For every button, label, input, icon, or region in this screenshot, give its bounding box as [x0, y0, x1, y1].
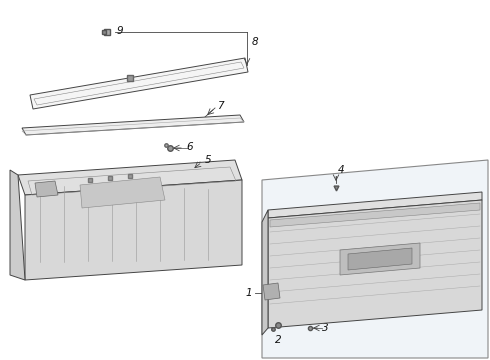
- Polygon shape: [18, 160, 242, 195]
- Text: 7: 7: [217, 101, 223, 111]
- Text: 6: 6: [186, 142, 193, 152]
- Polygon shape: [263, 283, 280, 300]
- Polygon shape: [80, 177, 165, 208]
- Text: 1: 1: [245, 288, 252, 298]
- Polygon shape: [25, 180, 242, 280]
- Polygon shape: [10, 170, 25, 280]
- Polygon shape: [268, 192, 482, 218]
- Polygon shape: [268, 200, 482, 328]
- Text: 5: 5: [205, 155, 212, 165]
- Polygon shape: [270, 203, 480, 227]
- Polygon shape: [30, 58, 248, 109]
- Text: 8: 8: [252, 37, 259, 47]
- Text: 2: 2: [275, 335, 281, 345]
- Polygon shape: [262, 210, 268, 335]
- Polygon shape: [348, 248, 412, 270]
- Polygon shape: [35, 181, 58, 197]
- Polygon shape: [22, 115, 244, 135]
- Text: 9: 9: [117, 26, 123, 36]
- Text: 4: 4: [338, 165, 344, 175]
- Text: 3: 3: [322, 323, 329, 333]
- Polygon shape: [340, 243, 420, 275]
- Polygon shape: [262, 160, 488, 358]
